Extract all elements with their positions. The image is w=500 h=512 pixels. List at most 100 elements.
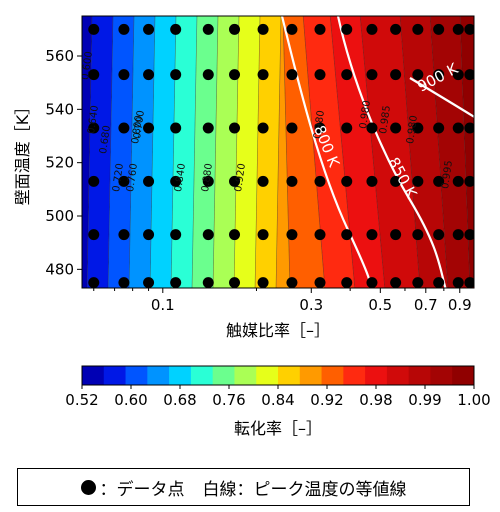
data-point bbox=[143, 175, 155, 187]
data-point bbox=[170, 229, 182, 241]
conversion-band bbox=[150, 16, 176, 288]
data-point bbox=[143, 277, 155, 288]
colorbar-segment bbox=[256, 366, 279, 385]
colorbar-tick-label: 0.98 bbox=[359, 391, 392, 409]
conversion-contour-label: 0.980 bbox=[358, 100, 373, 130]
data-point bbox=[286, 23, 298, 35]
conversion-contour-line bbox=[212, 16, 219, 288]
colorbar-segment bbox=[430, 366, 453, 385]
data-point bbox=[452, 122, 464, 134]
conversion-band bbox=[460, 16, 474, 288]
data-point bbox=[390, 23, 402, 35]
colorbar-segment bbox=[343, 366, 366, 385]
data-point bbox=[286, 175, 298, 187]
conversion-band bbox=[82, 16, 92, 288]
data-point bbox=[118, 23, 130, 35]
data-point bbox=[257, 175, 269, 187]
data-point bbox=[118, 175, 130, 187]
colorbar-tick-label: 0.60 bbox=[114, 391, 147, 409]
colorbar-segment bbox=[321, 366, 344, 385]
data-point bbox=[433, 277, 445, 288]
data-point bbox=[314, 122, 326, 134]
data-point bbox=[390, 175, 402, 187]
conversion-contour-line bbox=[191, 16, 198, 288]
data-point bbox=[202, 277, 214, 288]
data-point bbox=[88, 23, 100, 35]
colorbar-segment bbox=[386, 366, 410, 385]
data-point bbox=[341, 23, 353, 35]
conversion-band bbox=[276, 16, 290, 288]
data-point bbox=[118, 69, 130, 81]
conversion-contour-label: 0.680 bbox=[98, 125, 113, 155]
colorbar-tick-label: 1.00 bbox=[457, 391, 490, 409]
x-axis: 0.1 0.3 0.5 0.7 0.9 bbox=[93, 288, 472, 314]
conversion-contour-lines bbox=[86, 16, 471, 288]
x-tick-label: 0.5 bbox=[368, 296, 392, 314]
conversion-contour-line bbox=[170, 16, 177, 288]
data-point bbox=[366, 175, 378, 187]
conversion-band bbox=[330, 16, 385, 288]
data-point bbox=[229, 122, 241, 134]
conversion-contour-line bbox=[429, 16, 449, 288]
colorbar-tick-label: 0.68 bbox=[163, 391, 196, 409]
data-point bbox=[341, 175, 353, 187]
conversion-contour-label: 0.700 bbox=[132, 110, 147, 140]
colorbar-segment bbox=[103, 366, 127, 385]
conversion-contour-label: 0.600 bbox=[80, 51, 95, 81]
conversion-contour-line bbox=[359, 16, 386, 288]
colorbar-tick-label: 0.99 bbox=[408, 391, 441, 409]
data-point bbox=[314, 175, 326, 187]
data-point bbox=[341, 229, 353, 241]
data-point bbox=[433, 122, 445, 134]
colorbar-tick-label: 0.52 bbox=[65, 391, 98, 409]
colorbar-tick-label: 0.92 bbox=[310, 391, 343, 409]
data-point bbox=[88, 229, 100, 241]
y-tick-label: 540 bbox=[45, 100, 74, 118]
conversion-contour-label: 0.995 bbox=[440, 160, 455, 190]
data-point bbox=[366, 69, 378, 81]
data-point bbox=[366, 277, 378, 288]
conversion-band bbox=[303, 16, 355, 288]
data-point bbox=[464, 122, 474, 134]
colorbar-segment bbox=[408, 366, 431, 385]
data-point bbox=[88, 277, 100, 288]
data-point bbox=[412, 69, 424, 81]
data-point bbox=[314, 229, 326, 241]
data-point bbox=[88, 175, 100, 187]
conversion-contour-label: 0.880 bbox=[200, 163, 215, 193]
data-point bbox=[314, 277, 326, 288]
conversion-contour-line bbox=[149, 16, 156, 288]
data-point bbox=[143, 23, 155, 35]
data-point bbox=[88, 122, 100, 134]
data-point bbox=[286, 122, 298, 134]
data-point bbox=[412, 229, 424, 241]
data-point bbox=[390, 277, 402, 288]
conversion-band bbox=[430, 16, 470, 288]
conversion-band bbox=[400, 16, 448, 288]
data-point bbox=[257, 229, 269, 241]
colorbar-segment bbox=[190, 366, 214, 385]
data-point bbox=[229, 229, 241, 241]
data-point bbox=[341, 122, 353, 134]
data-point bbox=[366, 229, 378, 241]
conversion-contour-line bbox=[399, 16, 421, 288]
colorbar-segment bbox=[299, 366, 323, 385]
x-tick-label: 0.1 bbox=[151, 296, 175, 314]
conversion-band bbox=[171, 16, 197, 288]
data-point bbox=[143, 229, 155, 241]
data-point bbox=[390, 69, 402, 81]
data-point bbox=[390, 229, 402, 241]
conversion-band bbox=[108, 16, 134, 288]
data-point bbox=[412, 23, 424, 35]
colorbar bbox=[82, 366, 475, 385]
data-point bbox=[143, 122, 155, 134]
data-point bbox=[412, 175, 424, 187]
conversion-band bbox=[213, 16, 239, 288]
conversion-contour-line bbox=[282, 16, 291, 288]
data-point bbox=[464, 175, 474, 187]
y-axis-label: 壁面温度［K］ bbox=[13, 99, 32, 206]
data-point bbox=[433, 23, 445, 35]
data-point bbox=[88, 69, 100, 81]
conversion-contour-line bbox=[86, 16, 93, 288]
data-point bbox=[464, 229, 474, 241]
